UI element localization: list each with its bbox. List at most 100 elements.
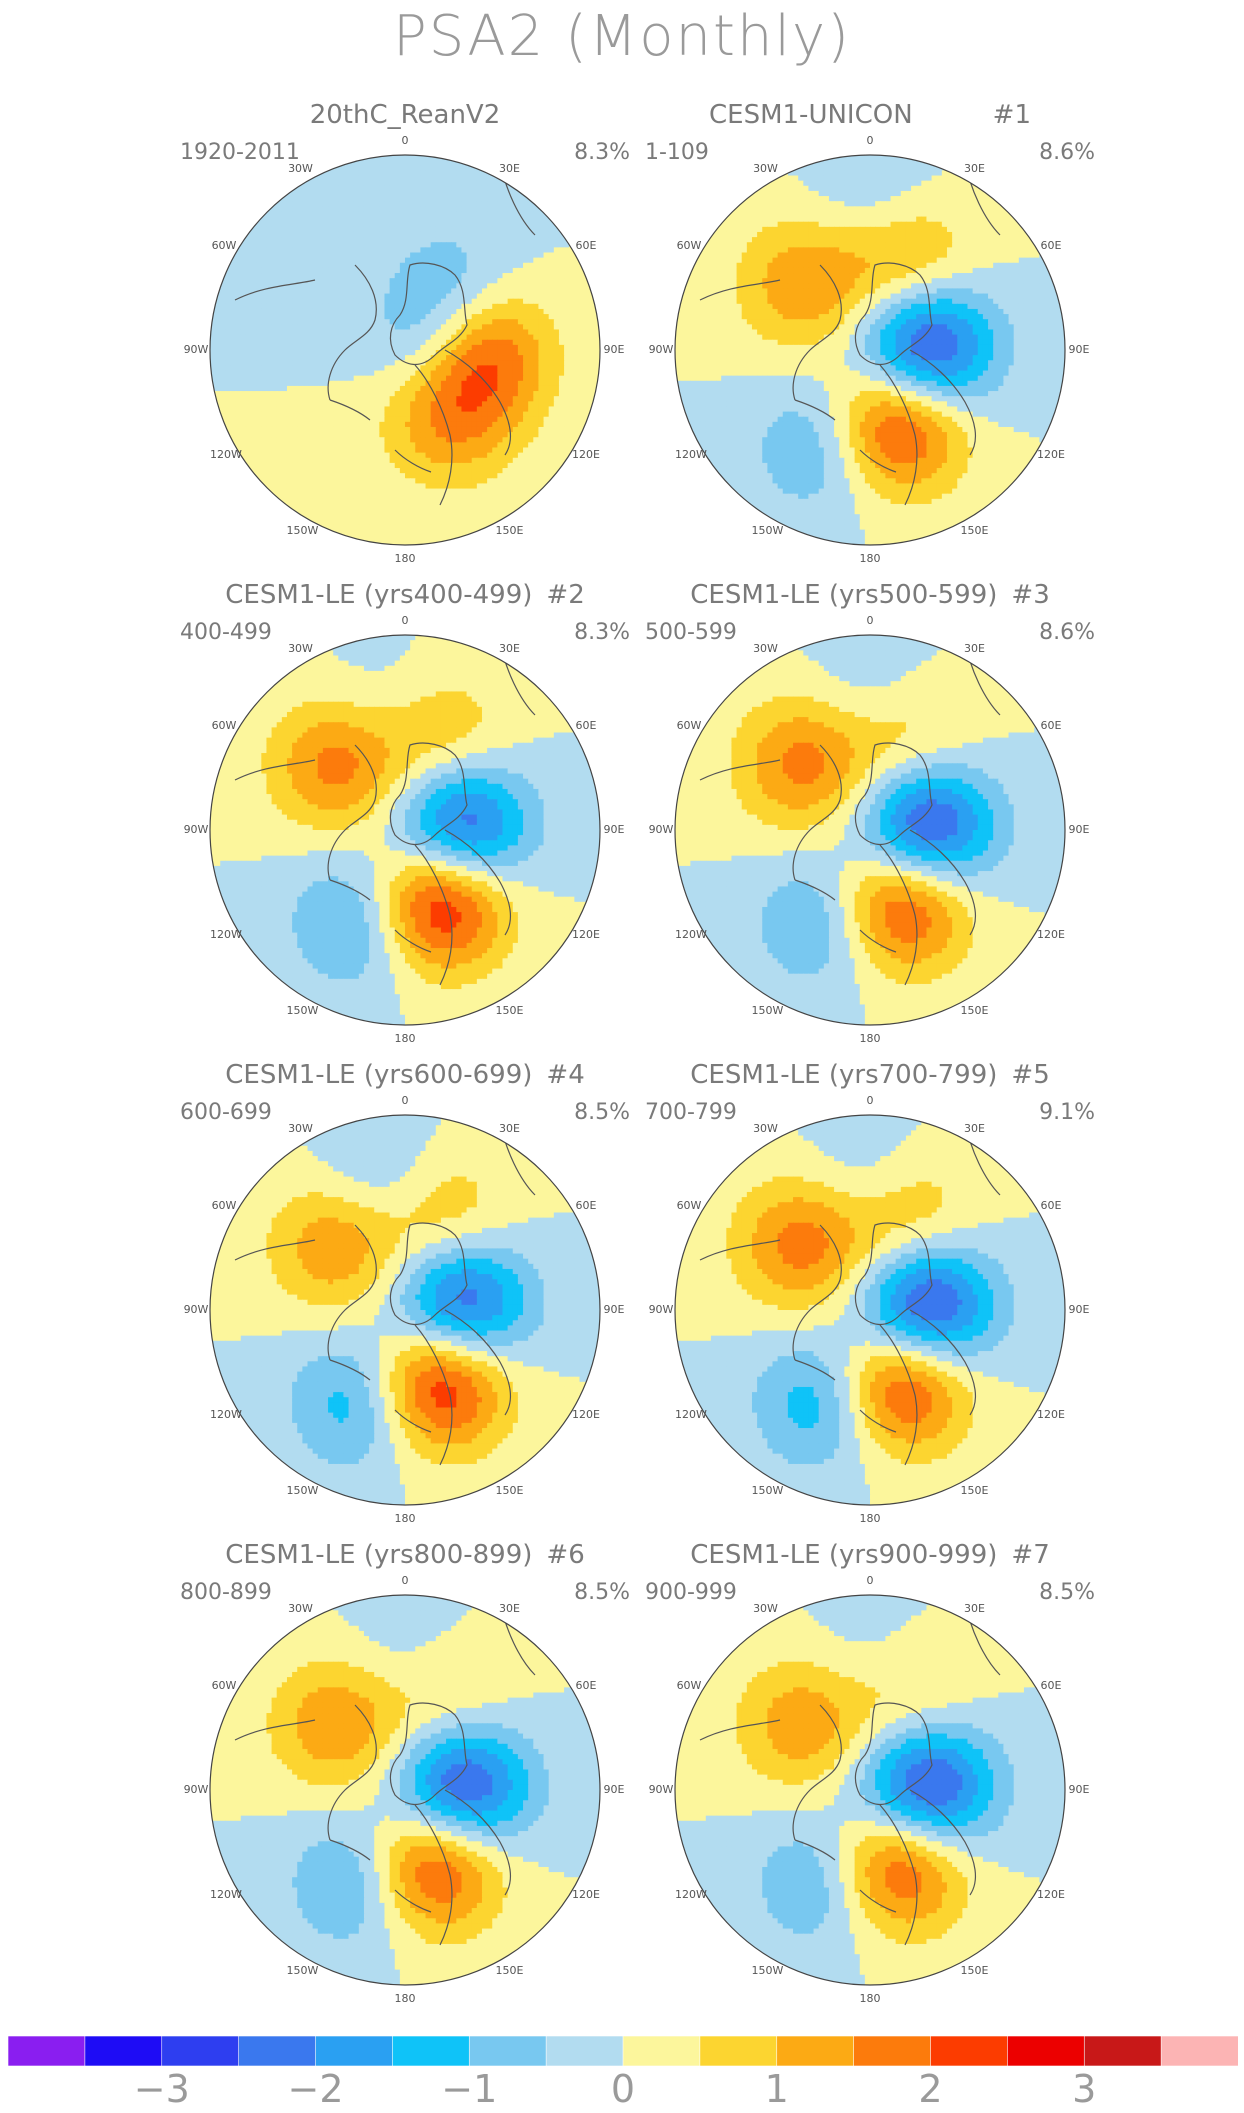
field-cell [322, 329, 329, 336]
field-cell [569, 370, 575, 377]
field-cell [818, 170, 825, 177]
field-cell [425, 339, 432, 346]
field-cell [343, 334, 350, 341]
field-cell [425, 257, 432, 264]
field-cell [569, 432, 575, 438]
field-cell [348, 175, 355, 182]
field-cell [533, 350, 540, 356]
field-cell [343, 385, 350, 392]
field-cell [435, 314, 442, 320]
field-cell [481, 175, 488, 182]
field-cell [394, 375, 401, 382]
field-cell [302, 324, 309, 331]
field-cell [348, 529, 355, 536]
field-cell [430, 483, 437, 490]
field-cell [487, 426, 493, 433]
field-cell [793, 160, 799, 166]
field-cell [225, 370, 232, 377]
field-cell [271, 298, 278, 305]
field-cell [348, 432, 355, 438]
field-cell [297, 247, 303, 254]
field-cell [543, 247, 550, 254]
field-cell [589, 355, 596, 361]
field-cell [553, 273, 560, 279]
field-cell [394, 468, 401, 474]
field-cell [317, 468, 324, 474]
field-cell [281, 247, 288, 254]
field-cell [543, 401, 550, 408]
field-cell [302, 380, 309, 387]
field-cell [517, 314, 524, 320]
field-cell [276, 452, 283, 459]
field-cell [379, 473, 386, 479]
field-cell [425, 206, 432, 213]
field-cell [466, 170, 473, 177]
field-cell [476, 262, 483, 269]
field-cell [440, 462, 447, 469]
field-cell [487, 201, 493, 207]
field-cell [589, 385, 596, 392]
field-cell [859, 160, 866, 166]
field-cell [471, 190, 478, 197]
field-cell [328, 175, 334, 182]
field-cell [297, 385, 303, 392]
field-cell [435, 288, 442, 295]
field-cell [333, 201, 339, 207]
field-cell [353, 155, 360, 161]
field-cell [343, 452, 350, 459]
field-cell [543, 216, 550, 223]
field-cell [261, 421, 268, 428]
field-cell [569, 375, 575, 382]
field-cell [523, 273, 529, 279]
field-cell [410, 257, 416, 264]
field-cell [497, 334, 504, 341]
field-cell [487, 252, 493, 259]
field-cell [415, 180, 421, 187]
field-cell [451, 211, 457, 218]
field-cell [353, 242, 360, 248]
field-cell [353, 524, 360, 531]
field-cell [245, 432, 252, 438]
field-cell [369, 175, 375, 182]
field-cell [220, 350, 226, 356]
field-cell [379, 447, 386, 454]
field-cell [466, 442, 473, 449]
field-cell [512, 416, 519, 423]
field-cell [358, 370, 365, 377]
field-cell [322, 314, 329, 320]
field-cell [399, 185, 406, 192]
field-cell [358, 344, 365, 351]
field-cell [507, 498, 514, 505]
field-cell [389, 185, 396, 192]
field-cell [220, 329, 226, 336]
field-cell [507, 452, 514, 459]
field-cell [446, 437, 452, 443]
field-cell [405, 226, 411, 233]
field-cell [471, 247, 478, 254]
field-cell [461, 452, 468, 459]
field-cell [481, 267, 488, 274]
field-cell [266, 303, 273, 310]
field-cell [312, 190, 319, 197]
field-cell [343, 421, 350, 428]
field-cell [307, 442, 314, 449]
field-cell [389, 288, 396, 295]
field-cell [533, 293, 540, 300]
field-cell [451, 355, 457, 361]
field-cell [312, 380, 319, 387]
field-cell [466, 288, 473, 295]
field-cell [405, 509, 411, 515]
field-cell [487, 221, 493, 228]
field-cell [338, 355, 345, 361]
field-cell [466, 514, 473, 520]
field-cell [317, 185, 324, 192]
field-cell [538, 391, 545, 397]
field-cell [245, 242, 252, 248]
field-cell [369, 329, 375, 336]
field-cell [256, 457, 262, 464]
field-cell [420, 273, 427, 279]
field-cell [348, 267, 355, 274]
field-cell [297, 365, 303, 372]
field-cell [369, 201, 375, 207]
field-cell [210, 334, 216, 341]
